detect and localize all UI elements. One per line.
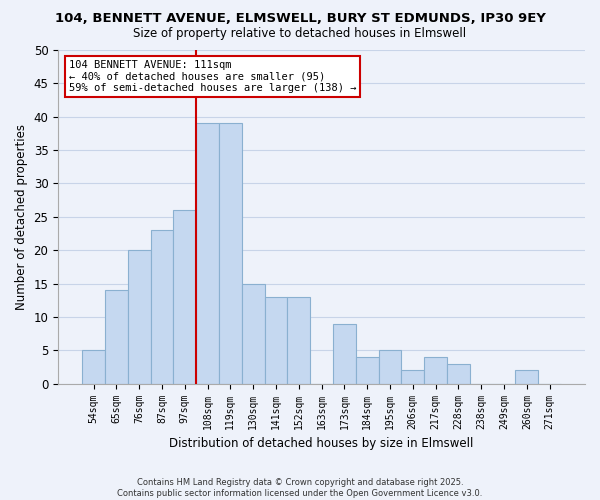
Bar (515, 370, 538, 384)
Text: 104, BENNETT AVENUE, ELMSWELL, BURY ST EDMUNDS, IP30 9EY: 104, BENNETT AVENUE, ELMSWELL, BURY ST E… (55, 12, 545, 26)
Bar (196, 124, 219, 384)
Bar (356, 357, 379, 384)
Bar (151, 230, 173, 384)
Bar (128, 250, 151, 384)
Bar (424, 357, 447, 384)
Bar (287, 297, 310, 384)
Bar (379, 350, 401, 384)
X-axis label: Distribution of detached houses by size in Elmswell: Distribution of detached houses by size … (169, 437, 474, 450)
Bar (82, 350, 105, 384)
Bar (401, 370, 424, 384)
Text: Contains HM Land Registry data © Crown copyright and database right 2025.
Contai: Contains HM Land Registry data © Crown c… (118, 478, 482, 498)
Text: 104 BENNETT AVENUE: 111sqm
← 40% of detached houses are smaller (95)
59% of semi: 104 BENNETT AVENUE: 111sqm ← 40% of deta… (68, 60, 356, 93)
Text: Size of property relative to detached houses in Elmswell: Size of property relative to detached ho… (133, 28, 467, 40)
Bar (447, 364, 470, 384)
Bar (105, 290, 128, 384)
Y-axis label: Number of detached properties: Number of detached properties (15, 124, 28, 310)
Bar (219, 124, 242, 384)
Bar (265, 297, 287, 384)
Bar (333, 324, 356, 384)
Bar (242, 284, 265, 384)
Bar (173, 210, 196, 384)
